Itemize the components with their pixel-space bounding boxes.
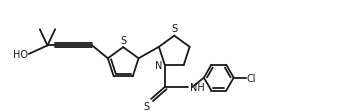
Text: N: N (155, 60, 162, 70)
Text: Cl: Cl (247, 73, 256, 83)
Text: S: S (171, 23, 177, 33)
Text: S: S (120, 35, 126, 45)
Text: HO: HO (13, 50, 28, 59)
Text: S: S (144, 101, 150, 111)
Text: NH: NH (190, 82, 204, 92)
